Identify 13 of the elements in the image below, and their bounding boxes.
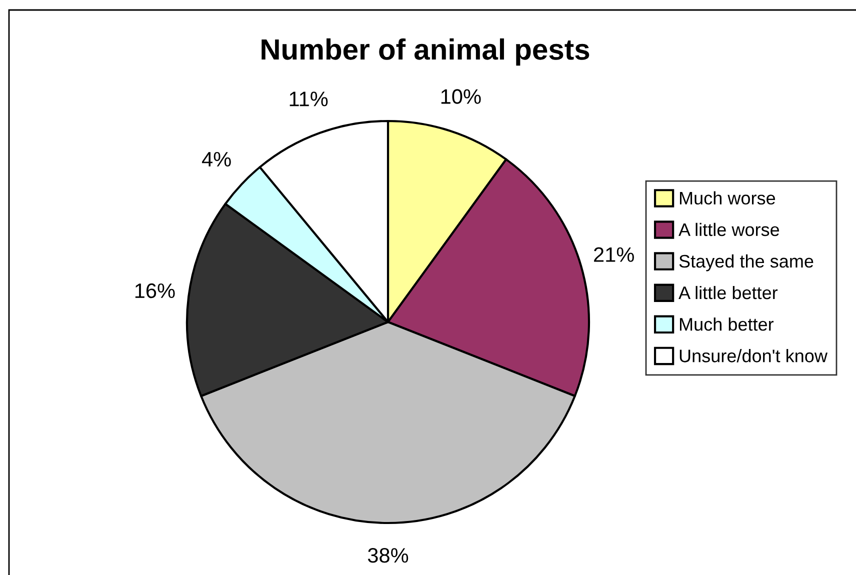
legend-label: Much better — [680, 318, 774, 331]
chart-title: Number of animal pests — [262, 38, 590, 66]
data-label: 4% — [202, 152, 231, 167]
legend-label: A little worse — [678, 222, 780, 236]
data-label: 16% — [135, 283, 175, 298]
legend-label: Much worse — [680, 191, 776, 205]
data-label: 10% — [441, 89, 481, 104]
legend-label: Unsure/don't know — [680, 349, 828, 362]
data-label: 11% — [290, 92, 328, 106]
legend-label: A little better — [678, 286, 778, 300]
data-label: 38% — [368, 548, 408, 563]
data-label: 21% — [594, 247, 634, 262]
legend-label: Stayed the same — [679, 254, 814, 272]
